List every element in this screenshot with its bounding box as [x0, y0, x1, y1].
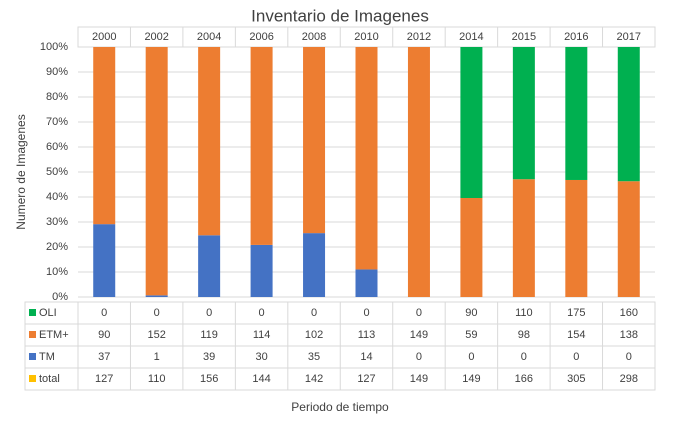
y-tick-label: 10%	[46, 266, 68, 278]
table-value: 90	[465, 307, 477, 319]
x-tick-label: 2010	[354, 31, 378, 43]
x-axis-label: Periodo de tiempo	[291, 400, 389, 414]
x-tick-label: 2000	[92, 31, 116, 43]
y-tick-label: 90%	[46, 66, 68, 78]
legend-swatch	[29, 375, 36, 382]
bar	[198, 47, 221, 236]
table-value: 119	[200, 329, 218, 341]
bar	[407, 47, 430, 297]
x-tick-label: 2006	[249, 31, 273, 43]
bar	[145, 47, 168, 296]
bar	[617, 47, 640, 182]
table-value: 0	[154, 307, 160, 319]
y-tick-label: 30%	[46, 216, 68, 228]
bar	[460, 198, 483, 297]
table-value: 127	[357, 373, 375, 385]
table-value: 14	[360, 351, 372, 363]
table-value: 305	[567, 373, 585, 385]
bar	[303, 233, 326, 297]
bar	[512, 179, 535, 297]
table-value: 110	[515, 307, 533, 319]
bar	[93, 47, 116, 225]
table-value: 149	[462, 373, 480, 385]
table-value: 110	[148, 373, 166, 385]
table-value: 0	[573, 351, 579, 363]
x-tick-label: 2002	[144, 31, 168, 43]
bar	[565, 47, 588, 180]
table-value: 175	[567, 307, 585, 319]
x-tick-label: 2004	[197, 31, 221, 43]
table-value: 0	[259, 307, 265, 319]
table-value: 90	[98, 329, 110, 341]
x-tick-label: 2017	[617, 31, 641, 43]
table-value: 160	[620, 307, 638, 319]
table-value: 298	[620, 373, 638, 385]
legend-label: OLI	[39, 307, 57, 319]
table-value: 113	[358, 329, 376, 341]
x-tick-label: 2015	[512, 31, 536, 43]
table-value: 156	[200, 373, 218, 385]
table-value: 0	[101, 307, 107, 319]
x-tick-label: 2014	[459, 31, 483, 43]
table-value: 0	[363, 307, 369, 319]
table-value: 114	[253, 329, 271, 341]
table-value: 35	[308, 351, 320, 363]
table-value: 0	[311, 307, 317, 319]
table-value: 154	[567, 329, 585, 341]
table-value: 142	[305, 373, 323, 385]
table-value: 149	[410, 373, 428, 385]
table-value: 0	[521, 351, 527, 363]
y-tick-label: 100%	[40, 41, 68, 53]
legend-label: ETM+	[39, 329, 69, 341]
legend-swatch	[29, 353, 36, 360]
bar	[617, 181, 640, 297]
table-value: 0	[416, 351, 422, 363]
table-value: 144	[252, 373, 270, 385]
legend-swatch	[29, 309, 36, 316]
table-value: 152	[148, 329, 166, 341]
legend-swatch	[29, 331, 36, 338]
bar	[93, 224, 116, 297]
table-value: 0	[468, 351, 474, 363]
legend-label: TM	[39, 351, 55, 363]
bar	[250, 244, 273, 297]
bar	[198, 235, 221, 297]
table-value: 98	[518, 329, 530, 341]
bar	[355, 269, 378, 297]
table-value: 1	[154, 351, 160, 363]
y-tick-label: 0%	[52, 291, 68, 303]
y-tick-label: 80%	[46, 91, 68, 103]
y-tick-label: 60%	[46, 141, 68, 153]
y-axis-label: Numero de Imagenes	[14, 114, 28, 229]
bar	[512, 47, 535, 180]
table-value: 149	[410, 329, 428, 341]
y-tick-label: 20%	[46, 241, 68, 253]
table-value: 39	[203, 351, 215, 363]
table-value: 59	[465, 329, 477, 341]
bar	[250, 47, 273, 245]
x-tick-label: 2012	[407, 31, 431, 43]
table-value: 30	[255, 351, 267, 363]
legend-label: total	[39, 373, 60, 385]
table-value: 0	[626, 351, 632, 363]
table-value: 166	[515, 373, 533, 385]
x-tick-label: 2008	[302, 31, 326, 43]
y-tick-label: 40%	[46, 191, 68, 203]
x-tick-label: 2016	[564, 31, 588, 43]
bar	[145, 295, 168, 297]
chart-title: Inventario de Imagenes	[251, 6, 429, 25]
bar	[355, 47, 378, 270]
bar	[565, 179, 588, 297]
table-value: 127	[95, 373, 113, 385]
table-value: 0	[416, 307, 422, 319]
bar	[303, 47, 326, 234]
y-tick-label: 50%	[46, 166, 68, 178]
bar	[460, 47, 483, 199]
table-value: 138	[620, 329, 638, 341]
table-value: 37	[98, 351, 110, 363]
table-value: 0	[206, 307, 212, 319]
table-value: 102	[305, 329, 323, 341]
y-tick-label: 70%	[46, 116, 68, 128]
